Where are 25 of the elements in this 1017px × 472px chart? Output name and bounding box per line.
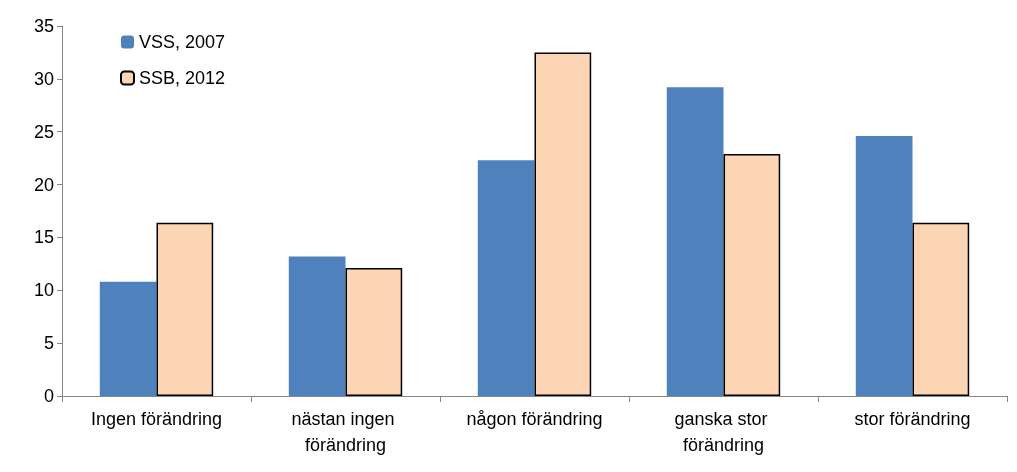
x-tick-label: stor förändring — [854, 409, 971, 429]
y-tick-label: 35 — [33, 16, 54, 36]
bar — [288, 256, 346, 396]
legend-label: VSS, 2007 — [139, 32, 226, 52]
x-tick-label: någon förändring — [466, 409, 603, 429]
x-tick-label: Ingen förändring — [90, 409, 223, 429]
y-tick-label: 10 — [33, 280, 54, 301]
bar — [477, 160, 535, 396]
bar — [345, 268, 403, 396]
y-tick-label: 30 — [33, 68, 54, 89]
bar — [156, 222, 214, 396]
bar — [666, 87, 724, 396]
legend-label: SSB, 2012 — [139, 68, 226, 88]
bar — [723, 153, 781, 396]
bar — [912, 222, 970, 396]
bar — [855, 135, 913, 396]
y-tick-label: 15 — [33, 227, 54, 248]
x-tick-label: nästan ingen förändring — [291, 409, 400, 455]
y-tick-label: 5 — [43, 333, 54, 354]
y-tick-label: 20 — [33, 174, 54, 195]
y-tick-label: 25 — [33, 121, 54, 142]
x-tick-label: ganska stor förändring — [674, 409, 773, 455]
bar — [534, 52, 592, 396]
bar — [99, 281, 157, 396]
y-tick-label: 0 — [43, 386, 54, 406]
